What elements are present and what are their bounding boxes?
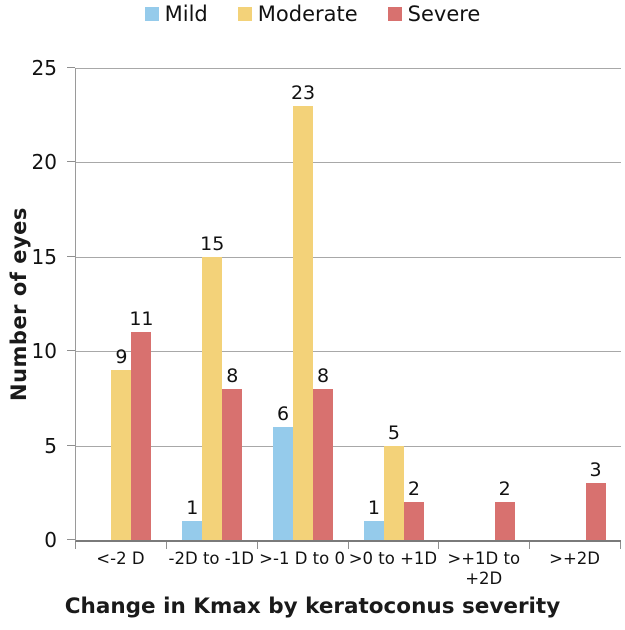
bar-group-5: 2 [439, 68, 530, 540]
y-tick-label: 10 [31, 339, 57, 364]
x-tick-mark [620, 542, 621, 549]
y-tick-mark [67, 350, 75, 352]
gridline-y-20 [76, 162, 621, 164]
legend-label: Severe [407, 2, 481, 26]
bar-group-4: 1 5 2 [348, 68, 439, 540]
bars-row: 1 5 2 [348, 68, 439, 540]
gridline-y-10 [76, 351, 621, 353]
y-tick-mark [67, 67, 75, 68]
bar-value-label: 11 [129, 308, 154, 331]
y-tick-label: 20 [31, 150, 57, 175]
bar-value-label: 3 [589, 459, 602, 482]
bar-value-label: 9 [115, 346, 128, 369]
legend-swatch-icon [387, 7, 402, 21]
bar-mild-3: 6 [273, 403, 294, 540]
bars-row: 3 [530, 68, 621, 540]
bars-row: 2 [439, 68, 530, 540]
bar-severe-6: 3 [585, 459, 606, 540]
y-tick-mark [67, 444, 75, 446]
legend-swatch-icon [144, 7, 159, 21]
bar-group-3: 6 23 8 [258, 68, 349, 540]
bar-value-label: 8 [226, 364, 239, 387]
bar-moderate-3: 23 [291, 82, 315, 540]
bar-groups: 9 11 1 15 8 6 23 8 1 5 2 2 3 [76, 68, 621, 540]
y-tick-mark [67, 255, 75, 257]
y-tick-label: 0 [44, 528, 57, 552]
x-tick-mark [347, 542, 349, 549]
x-tick-label-4: >0 to +1D [348, 549, 438, 568]
bar-severe-3: 8 [313, 365, 334, 540]
bar-severe-1: 11 [129, 308, 154, 540]
bar-moderate-1: 9 [111, 346, 132, 540]
bar-value-label: 5 [387, 421, 400, 444]
y-axis: 0 5 10 15 20 25 [0, 56, 75, 552]
bar-value-label: 2 [498, 478, 511, 501]
legend-swatch-icon [237, 7, 252, 21]
bars-row: 1 15 8 [167, 68, 258, 540]
bar-mild-2: 1 [182, 497, 203, 540]
bar-value-label: 1 [367, 497, 380, 520]
legend-item-mild: Mild [144, 2, 208, 26]
x-tick-label-1: <-2 D [96, 549, 145, 568]
x-axis-tick-labels: <-2 D -2D to -1D >-1 D to 0 >0 to +1D >+1D t… [75, 549, 620, 589]
bar-mild-4: 1 [363, 497, 384, 540]
x-tick-mark [165, 542, 167, 549]
x-tick-mark [256, 542, 258, 549]
x-tick-label-3: >-1 D to 0 [259, 549, 345, 568]
plot-area: 9 11 1 15 8 6 23 8 1 5 2 2 3 [75, 68, 621, 549]
bar-value-label: 15 [200, 232, 225, 255]
legend-label: Mild [164, 2, 208, 26]
legend-item-moderate: Moderate [237, 2, 358, 26]
gridline-y-15 [76, 256, 621, 258]
bar-value-label: 8 [317, 364, 330, 387]
bar-severe-2: 8 [222, 365, 243, 540]
bars-row: 6 23 8 [258, 68, 349, 540]
chart-legend: Mild Moderate Severe [0, 2, 625, 26]
y-tick-label: 25 [31, 56, 57, 80]
bar-moderate-2: 15 [200, 233, 224, 540]
y-tick-mark [67, 161, 75, 163]
bar-value-label: 1 [186, 497, 199, 520]
bars-row: 9 11 [76, 68, 167, 540]
bar-value-label: 23 [290, 81, 316, 104]
y-tick-label: 15 [31, 244, 57, 269]
bar-group-2: 1 15 8 [167, 68, 258, 540]
x-tick-mark [75, 542, 76, 549]
x-tick-label-5: >+1D to +2D [447, 549, 521, 588]
gridline-y-5 [76, 445, 621, 447]
bar-moderate-4: 5 [383, 422, 404, 540]
y-tick-mark [67, 539, 75, 540]
bar-severe-5: 2 [494, 478, 515, 540]
bar-severe-4: 2 [403, 478, 424, 540]
bar-value-label: 6 [277, 402, 290, 425]
x-tick-mark [438, 542, 440, 549]
x-tick-label-6: >+2D [549, 549, 600, 568]
x-tick-label-2: -2D to -1D [168, 549, 254, 568]
bar-value-label: 2 [407, 478, 420, 501]
legend-item-severe: Severe [387, 2, 481, 26]
legend-label: Moderate [257, 2, 358, 26]
x-axis-title: Change in Kmax by keratoconus severity [64, 594, 561, 619]
x-tick-mark [529, 542, 531, 549]
bar-group-1: 9 11 [76, 68, 167, 540]
y-tick-label: 5 [44, 433, 57, 458]
bar-group-6: 3 [530, 68, 621, 540]
gridline-y-25 [76, 68, 621, 69]
